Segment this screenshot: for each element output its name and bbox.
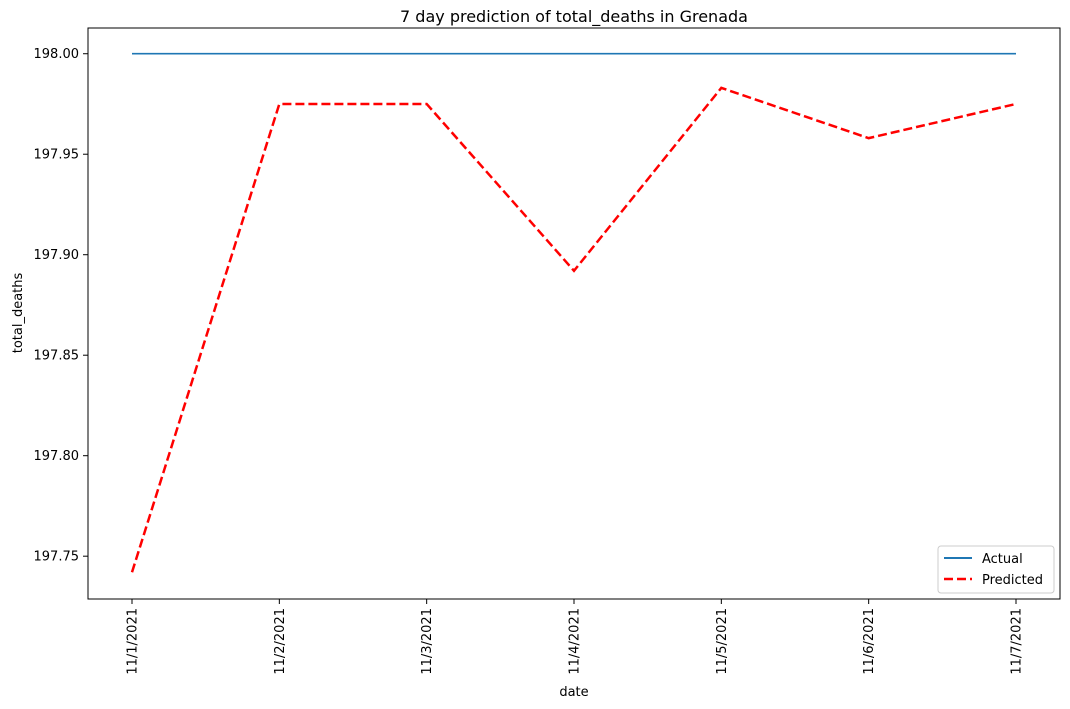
legend: Actual Predicted (937, 545, 1055, 594)
x-axis: 11/1/2021 11/2/2021 11/3/2021 11/4/2021 11/5… (126, 599, 1025, 675)
chart-title: 7 day prediction of total_deaths in Gren… (400, 7, 748, 27)
legend-label-actual: Actual (982, 552, 1023, 567)
x-tick-label: 11/6/2021 (862, 608, 877, 675)
y-tick-label: 197.85 (34, 349, 80, 364)
y-tick-label: 197.75 (34, 550, 80, 565)
x-tick-label: 11/7/2021 (1010, 608, 1025, 675)
y-tick-label: 198.00 (34, 47, 80, 62)
x-tick-label: 11/2/2021 (273, 608, 288, 675)
y-tick-label: 197.95 (34, 148, 80, 163)
x-tick-label: 11/4/2021 (568, 608, 583, 675)
y-tick-label: 197.90 (34, 248, 80, 263)
x-tick-label: 11/5/2021 (715, 608, 730, 675)
series-layer (130, 52, 1017, 573)
y-axis-label: total_deaths (11, 273, 26, 354)
series-line-predicted (130, 86, 1017, 573)
y-tick-label: 197.80 (34, 449, 80, 464)
y-axis: 197.75 197.80 197.85 197.90 197.95 198.00 (34, 47, 88, 565)
x-tick-label: 11/3/2021 (420, 608, 435, 675)
x-tick-label: 11/1/2021 (126, 608, 141, 675)
x-axis-label: date (559, 685, 588, 700)
legend-label-predicted: Predicted (982, 573, 1043, 588)
